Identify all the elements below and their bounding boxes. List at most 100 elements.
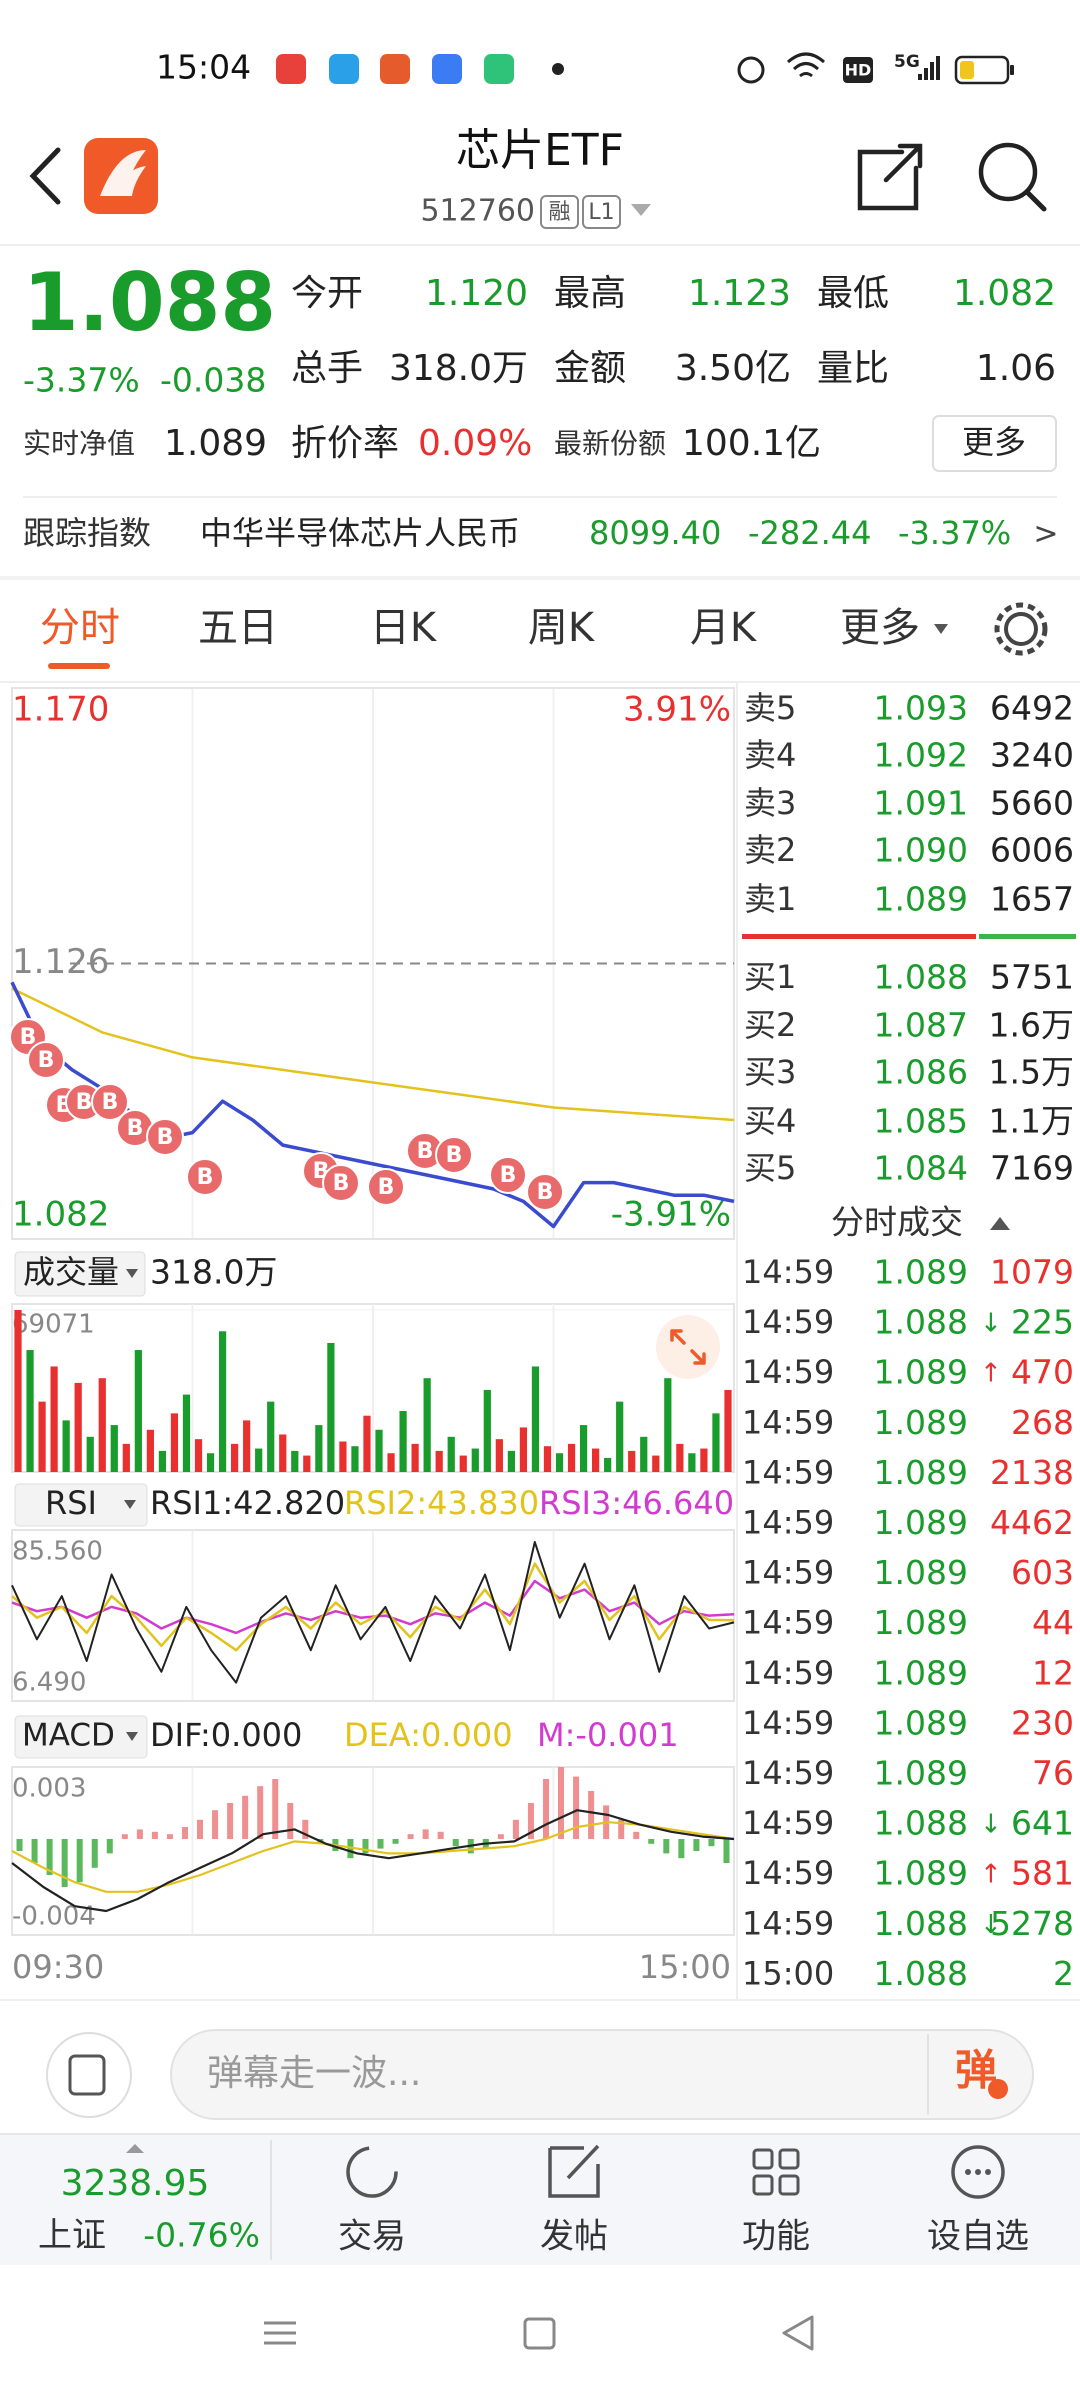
macd-bar xyxy=(377,1839,384,1849)
volume-bar xyxy=(543,1446,552,1472)
volume-bar xyxy=(62,1420,70,1472)
index-name[interactable]: 中华半导体芯片人民币 xyxy=(200,514,520,552)
indicator-selector[interactable] xyxy=(14,1483,148,1527)
system-back[interactable] xyxy=(782,2315,814,2351)
macd-bar xyxy=(166,1834,173,1839)
trade-signal-label: B xyxy=(417,1139,434,1164)
period-tab[interactable]: 周K xyxy=(528,605,596,651)
nav-item[interactable]: 设自选 xyxy=(927,2217,1029,2257)
share-button[interactable] xyxy=(857,143,923,211)
nav-label: 实时净值 xyxy=(23,427,135,460)
nav-item[interactable]: 交易 xyxy=(338,2217,406,2257)
danmaku-placeholder[interactable]: 弹幕走一波... xyxy=(207,2053,421,2094)
volume-bar xyxy=(399,1411,407,1472)
order-price: 1.091 xyxy=(874,784,968,823)
trade-time: 15:00 xyxy=(742,1954,834,1992)
trade-signal-label: B xyxy=(157,1125,174,1150)
index-change-percent[interactable]: -3.37% xyxy=(898,514,1011,552)
trade-price: 1.089 xyxy=(874,1754,968,1793)
volume-bar xyxy=(616,1401,624,1472)
nav-item[interactable]: 发帖 xyxy=(540,2217,608,2257)
trade-time: 14:59 xyxy=(742,1654,834,1692)
battery xyxy=(954,55,1010,85)
order-volume: 5751 xyxy=(990,958,1074,997)
nav-item[interactable]: 功能 xyxy=(742,2217,810,2257)
volume-bar xyxy=(134,1350,142,1472)
trades-title[interactable]: 分时成交 xyxy=(831,1203,963,1242)
danmaku-settings[interactable] xyxy=(46,2032,132,2118)
search-button[interactable] xyxy=(978,142,1038,202)
trade-volume: 5278 xyxy=(990,1904,1074,1943)
percent-tick-label: -3.91% xyxy=(611,1195,731,1235)
macd-tick-label: -0.004 xyxy=(12,1902,96,1932)
period-tab[interactable]: 月K xyxy=(690,605,758,651)
trade-price: 1.088 xyxy=(874,1904,968,1943)
trade-volume: 603 xyxy=(1011,1553,1074,1592)
volume-bar xyxy=(375,1429,383,1472)
index-label[interactable]: 跟踪指数 xyxy=(23,514,151,552)
volume-title[interactable]: 成交量 xyxy=(23,1253,119,1291)
period-tab[interactable]: 五日 xyxy=(198,605,278,651)
trade-time: 14:59 xyxy=(742,1504,834,1542)
trade-volume: 1079 xyxy=(990,1253,1074,1292)
market-index-value[interactable]: 3238.95 xyxy=(61,2163,210,2204)
trade-icon xyxy=(346,2146,398,2198)
app-logo-mark xyxy=(100,150,146,196)
settings-button[interactable] xyxy=(1004,612,1038,646)
macd-bar xyxy=(723,1839,730,1863)
volume-bar xyxy=(459,1455,467,1472)
volume-bar xyxy=(38,1401,46,1472)
period-tab[interactable]: 更多 xyxy=(840,605,920,651)
volume-bar xyxy=(712,1413,720,1472)
volume-bar xyxy=(447,1436,455,1472)
volume-total: 318.0万 xyxy=(150,1253,277,1292)
rsi-title[interactable]: RSI xyxy=(45,1484,97,1522)
volume-bar xyxy=(327,1343,335,1472)
trade-time: 14:59 xyxy=(742,1604,834,1642)
macd-bar xyxy=(542,1779,549,1839)
trade-volume: 44 xyxy=(1032,1603,1074,1642)
volume-bar xyxy=(339,1441,347,1472)
indicator-selector[interactable] xyxy=(14,1251,146,1297)
macd-legend: DEA:0.000 xyxy=(344,1716,513,1754)
battery-level xyxy=(960,61,974,79)
order-price: 1.092 xyxy=(874,736,968,775)
index-arrow[interactable]: > xyxy=(1033,517,1058,552)
volume-tick-label: 69071 xyxy=(12,1310,95,1340)
trade-price: 1.088 xyxy=(874,1804,968,1843)
search-handle xyxy=(1025,190,1047,212)
indicator-selector[interactable] xyxy=(14,1715,148,1759)
market-index-change[interactable]: -0.76% xyxy=(143,2216,260,2255)
stat-label: 最高 xyxy=(554,273,626,314)
expand-button[interactable] xyxy=(656,1315,720,1379)
active-tab-indicator xyxy=(48,663,110,669)
macd-bar xyxy=(76,1839,83,1883)
battery-tip xyxy=(1010,65,1014,75)
danmaku-input[interactable] xyxy=(170,2029,1034,2120)
macd-bar xyxy=(242,1795,249,1839)
macd-bar xyxy=(497,1834,504,1839)
system-home[interactable] xyxy=(523,2317,556,2350)
trade-signal xyxy=(27,1041,65,1079)
trade-arrow: ↑ xyxy=(980,1860,1002,1890)
index-value[interactable]: 8099.40 xyxy=(589,514,721,552)
macd-bar xyxy=(106,1839,113,1854)
trade-signal-label: B xyxy=(197,1165,214,1190)
selector-dropdown xyxy=(126,1269,138,1278)
watchlist-dot xyxy=(965,2169,971,2175)
macd-title[interactable]: MACD xyxy=(22,1718,115,1754)
volume-bar xyxy=(279,1434,287,1472)
trade-price: 1.089 xyxy=(874,1603,968,1642)
more-button-label[interactable]: 更多 xyxy=(962,423,1026,461)
volume-bar xyxy=(387,1453,395,1472)
notification-icon xyxy=(276,54,306,84)
volume-bar xyxy=(592,1448,600,1472)
index-toggle xyxy=(126,2144,144,2153)
stat-value: 1.06 xyxy=(976,348,1056,389)
period-tab[interactable]: 分时 xyxy=(40,605,120,651)
back-button[interactable] xyxy=(29,147,61,205)
period-tab[interactable]: 日K xyxy=(370,605,438,651)
more-button[interactable] xyxy=(932,415,1057,472)
market-index-name[interactable]: 上证 xyxy=(38,2216,106,2256)
index-change[interactable]: -282.44 xyxy=(748,514,872,552)
